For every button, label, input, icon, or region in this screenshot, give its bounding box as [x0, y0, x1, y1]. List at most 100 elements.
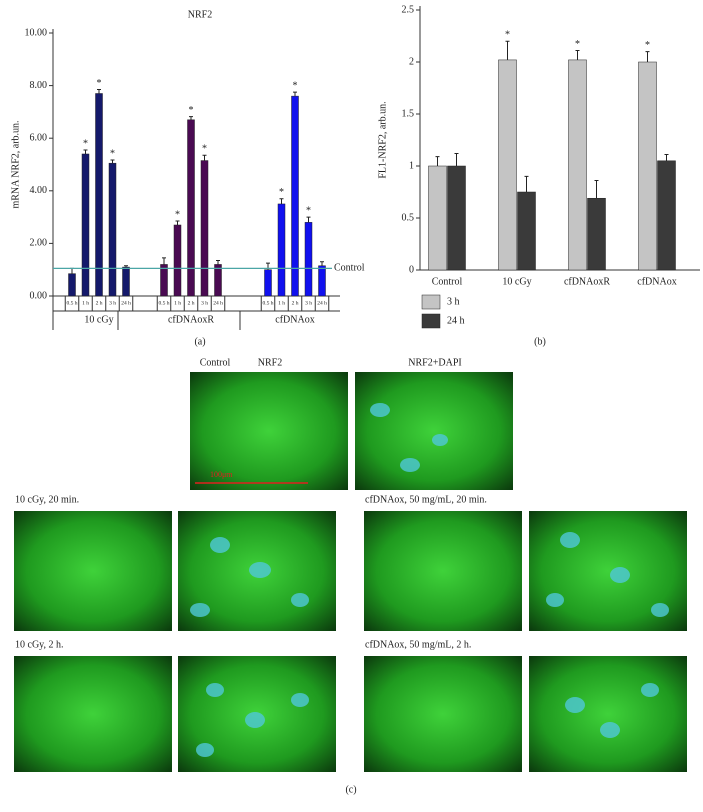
panel-label: (c) — [345, 784, 356, 795]
bar — [587, 197, 606, 271]
significance-mark: * — [97, 78, 102, 89]
y-tick-label: 10.00 — [25, 27, 48, 38]
micrograph — [529, 656, 687, 772]
row-label: 10 cGy, 20 min. — [15, 494, 79, 505]
reference-label: Control — [334, 263, 365, 274]
error-bar — [97, 89, 101, 94]
y-tick-label: 8.00 — [30, 80, 48, 91]
x-tick-label: 0.5 h — [67, 300, 78, 306]
significance-mark: * — [189, 105, 194, 116]
panel-label: (b) — [534, 336, 546, 347]
x-tick-label: 1 h — [278, 300, 285, 306]
error-bar — [594, 180, 599, 199]
bar — [200, 160, 209, 297]
bar — [568, 59, 587, 271]
y-tick-label: 1.5 — [402, 108, 415, 119]
y-tick-label: 6.00 — [30, 132, 48, 143]
significance-mark: * — [279, 187, 284, 198]
bar — [428, 165, 447, 271]
error-bar — [664, 154, 669, 161]
x-tick-label: 24 h — [121, 300, 131, 306]
nuclei — [190, 403, 669, 757]
bar — [264, 269, 272, 297]
x-tick-label: 2 h — [188, 300, 195, 306]
bar — [122, 266, 130, 297]
significance-mark: * — [645, 40, 650, 51]
significance-mark: * — [293, 80, 298, 91]
error-bar — [175, 220, 180, 225]
bar — [304, 222, 313, 297]
error-bar — [293, 91, 297, 97]
bar — [108, 162, 117, 297]
error-bar — [454, 153, 459, 166]
bar — [95, 93, 103, 297]
error-bar — [575, 50, 580, 60]
error-bar — [279, 198, 284, 204]
significance-mark: * — [505, 29, 510, 40]
bar — [318, 265, 326, 297]
x-tick-label: 24 h — [317, 300, 327, 306]
bar — [277, 203, 286, 297]
error-bar — [320, 261, 324, 266]
y-tick-label: 0 — [409, 264, 414, 275]
x-tick-label: cfDNAoxR — [564, 276, 610, 287]
error-bar — [124, 265, 128, 268]
error-bar — [202, 154, 207, 161]
bar — [447, 165, 466, 271]
micrograph — [190, 372, 348, 490]
micrograph — [355, 372, 513, 490]
bar — [291, 95, 299, 297]
significance-mark: * — [175, 209, 180, 220]
x-tick-label: 2 h — [96, 300, 103, 306]
x-tick-label: 10 cGy — [502, 276, 531, 287]
scale-label: 100μm — [210, 470, 233, 479]
bar — [173, 224, 182, 297]
x-tick-label: 3 h — [305, 300, 312, 306]
error-bar — [162, 257, 166, 265]
y-tick-label: 2 — [409, 56, 414, 67]
bar — [160, 264, 168, 297]
error-bar — [110, 159, 115, 164]
row-label: 10 cGy, 2 h. — [15, 639, 64, 650]
x-tick-label: cfDNAox — [637, 276, 676, 287]
x-tick-label: 3 h — [109, 300, 116, 306]
significance-mark: * — [306, 205, 311, 216]
significance-mark: * — [110, 148, 115, 159]
bar — [498, 59, 517, 271]
micrograph — [14, 511, 172, 631]
micrograph — [14, 656, 172, 772]
bar — [214, 264, 222, 297]
y-tick-label: 4.00 — [30, 185, 48, 196]
error-bar — [645, 51, 650, 62]
x-tick-label: 0.5 h — [159, 300, 170, 306]
panel-label: (a) — [194, 336, 205, 347]
bar — [81, 153, 90, 297]
chart-title: NRF2 — [188, 9, 212, 20]
y-tick-label: 0.00 — [30, 290, 48, 301]
micrograph — [364, 511, 522, 631]
error-bar — [505, 40, 510, 60]
error-bar — [83, 149, 88, 154]
y-tick-label: 2.5 — [402, 4, 415, 15]
label: Control — [200, 357, 231, 368]
x-tick-label: 2 h — [292, 300, 299, 306]
error-bar — [70, 267, 74, 274]
error-bar — [216, 259, 220, 265]
error-bar — [189, 116, 193, 120]
significance-mark: * — [202, 144, 207, 155]
bar — [517, 191, 536, 271]
y-tick-label: 1 — [409, 160, 414, 171]
bar — [187, 119, 195, 297]
micrographs — [14, 372, 687, 772]
error-bar — [524, 175, 529, 192]
label: NRF2 — [258, 357, 282, 368]
significance-mark: * — [575, 39, 580, 50]
row-label: cfDNAox, 50 mg/mL, 2 h. — [365, 639, 471, 650]
x-tick-label: 0.5 h — [263, 300, 274, 306]
label: NRF2+DAPI — [408, 357, 461, 368]
bar — [638, 61, 657, 271]
legend-swatch — [421, 294, 441, 310]
legend-label: 24 h — [447, 315, 465, 326]
x-tick-label: Control — [432, 276, 463, 287]
